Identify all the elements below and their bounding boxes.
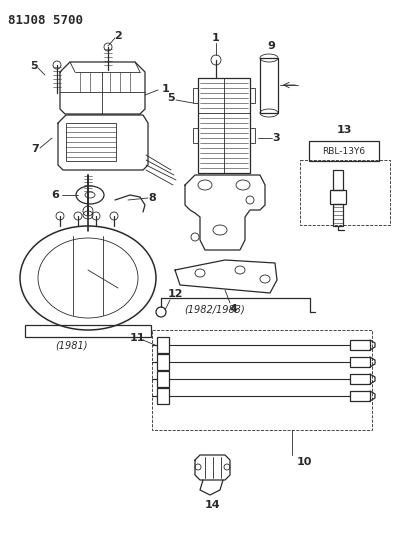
Text: 9: 9 xyxy=(267,41,275,51)
Text: RBL-13Y6: RBL-13Y6 xyxy=(322,147,366,156)
Text: 12: 12 xyxy=(167,289,183,299)
Bar xyxy=(333,204,343,226)
Text: 3: 3 xyxy=(272,133,280,143)
Text: 5: 5 xyxy=(167,93,175,103)
Text: 1: 1 xyxy=(212,33,220,43)
Bar xyxy=(198,78,250,173)
Bar xyxy=(193,128,198,143)
Bar xyxy=(157,388,169,404)
Bar xyxy=(300,160,390,225)
Text: 7: 7 xyxy=(31,144,39,154)
Bar xyxy=(157,354,169,370)
Text: 8: 8 xyxy=(148,193,156,203)
Bar xyxy=(260,58,278,113)
Bar xyxy=(157,337,169,353)
Bar xyxy=(250,128,255,143)
Bar xyxy=(152,330,372,430)
Text: (1981): (1981) xyxy=(56,340,88,350)
Bar xyxy=(250,88,255,103)
Text: 6: 6 xyxy=(51,190,59,200)
Text: 10: 10 xyxy=(297,457,312,467)
Bar xyxy=(66,123,116,161)
Text: 14: 14 xyxy=(204,500,220,510)
Bar xyxy=(157,371,169,387)
Text: 81J08 5700: 81J08 5700 xyxy=(8,14,83,27)
Bar xyxy=(333,170,343,190)
Text: 11: 11 xyxy=(129,333,145,343)
Bar xyxy=(350,357,370,367)
Bar xyxy=(330,190,346,204)
Bar xyxy=(350,391,370,401)
Text: 2: 2 xyxy=(114,31,122,41)
Text: (1982/1983): (1982/1983) xyxy=(185,305,245,315)
Text: 1: 1 xyxy=(162,84,170,94)
Text: 4: 4 xyxy=(229,304,237,314)
Bar xyxy=(25,325,151,337)
Text: 13: 13 xyxy=(336,125,352,135)
Bar xyxy=(350,340,370,350)
Text: 5: 5 xyxy=(30,61,38,71)
Bar xyxy=(193,88,198,103)
Bar xyxy=(350,374,370,384)
